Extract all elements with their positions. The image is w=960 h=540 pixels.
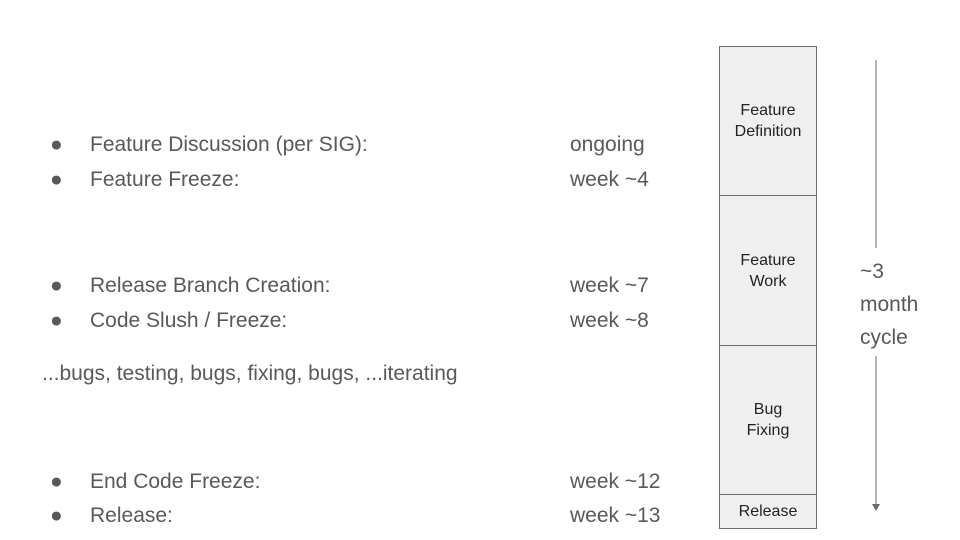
phase-feature-work: Feature Work [719,195,817,346]
iteration-note: ...bugs, testing, bugs, fixing, bugs, ..… [42,362,458,385]
schedule-value: week ~8 [570,309,649,332]
phase-release: Release [719,494,817,529]
cycle-line1: ~3 [860,260,884,283]
cycle-label: ~3 month cycle [860,255,918,354]
schedule-value: week ~4 [570,168,649,191]
schedule-label: Release: [90,504,173,527]
phase-label-line1: Release [738,503,798,520]
schedule-value: ongoing [570,133,645,156]
schedule-label: Feature Freeze: [90,168,240,191]
bullet-icon: ● [50,470,63,493]
phase-bug-fixing: Bug Fixing [719,345,817,495]
bullet-icon: ● [50,274,63,297]
cycle-line2: month [860,293,919,316]
cycle-line3: cycle [860,326,908,349]
phase-label-line1: Feature [740,102,796,119]
phase-label-line1: Bug [753,401,783,418]
bullet-icon: ● [50,504,63,527]
schedule-label: Feature Discussion (per SIG): [90,133,368,156]
bullet-icon: ● [50,309,63,332]
schedule-label: Code Slush / Freeze: [90,309,288,332]
schedule-label: End Code Freeze: [90,470,261,493]
phase-label-line1: Feature [740,251,796,269]
phase-label-line2: Work [749,272,787,290]
schedule-value: week ~12 [570,470,661,493]
schedule-value: week ~13 [570,504,661,527]
bullet-icon: ● [50,133,63,156]
schedule-value: week ~7 [570,274,649,297]
phase-label-line2: Fixing [746,422,790,439]
phase-feature-definition: Feature Definition [719,46,817,196]
schedule-label: Release Branch Creation: [90,274,331,297]
bullet-icon: ● [50,168,63,191]
phase-label-line2: Definition [734,123,802,140]
